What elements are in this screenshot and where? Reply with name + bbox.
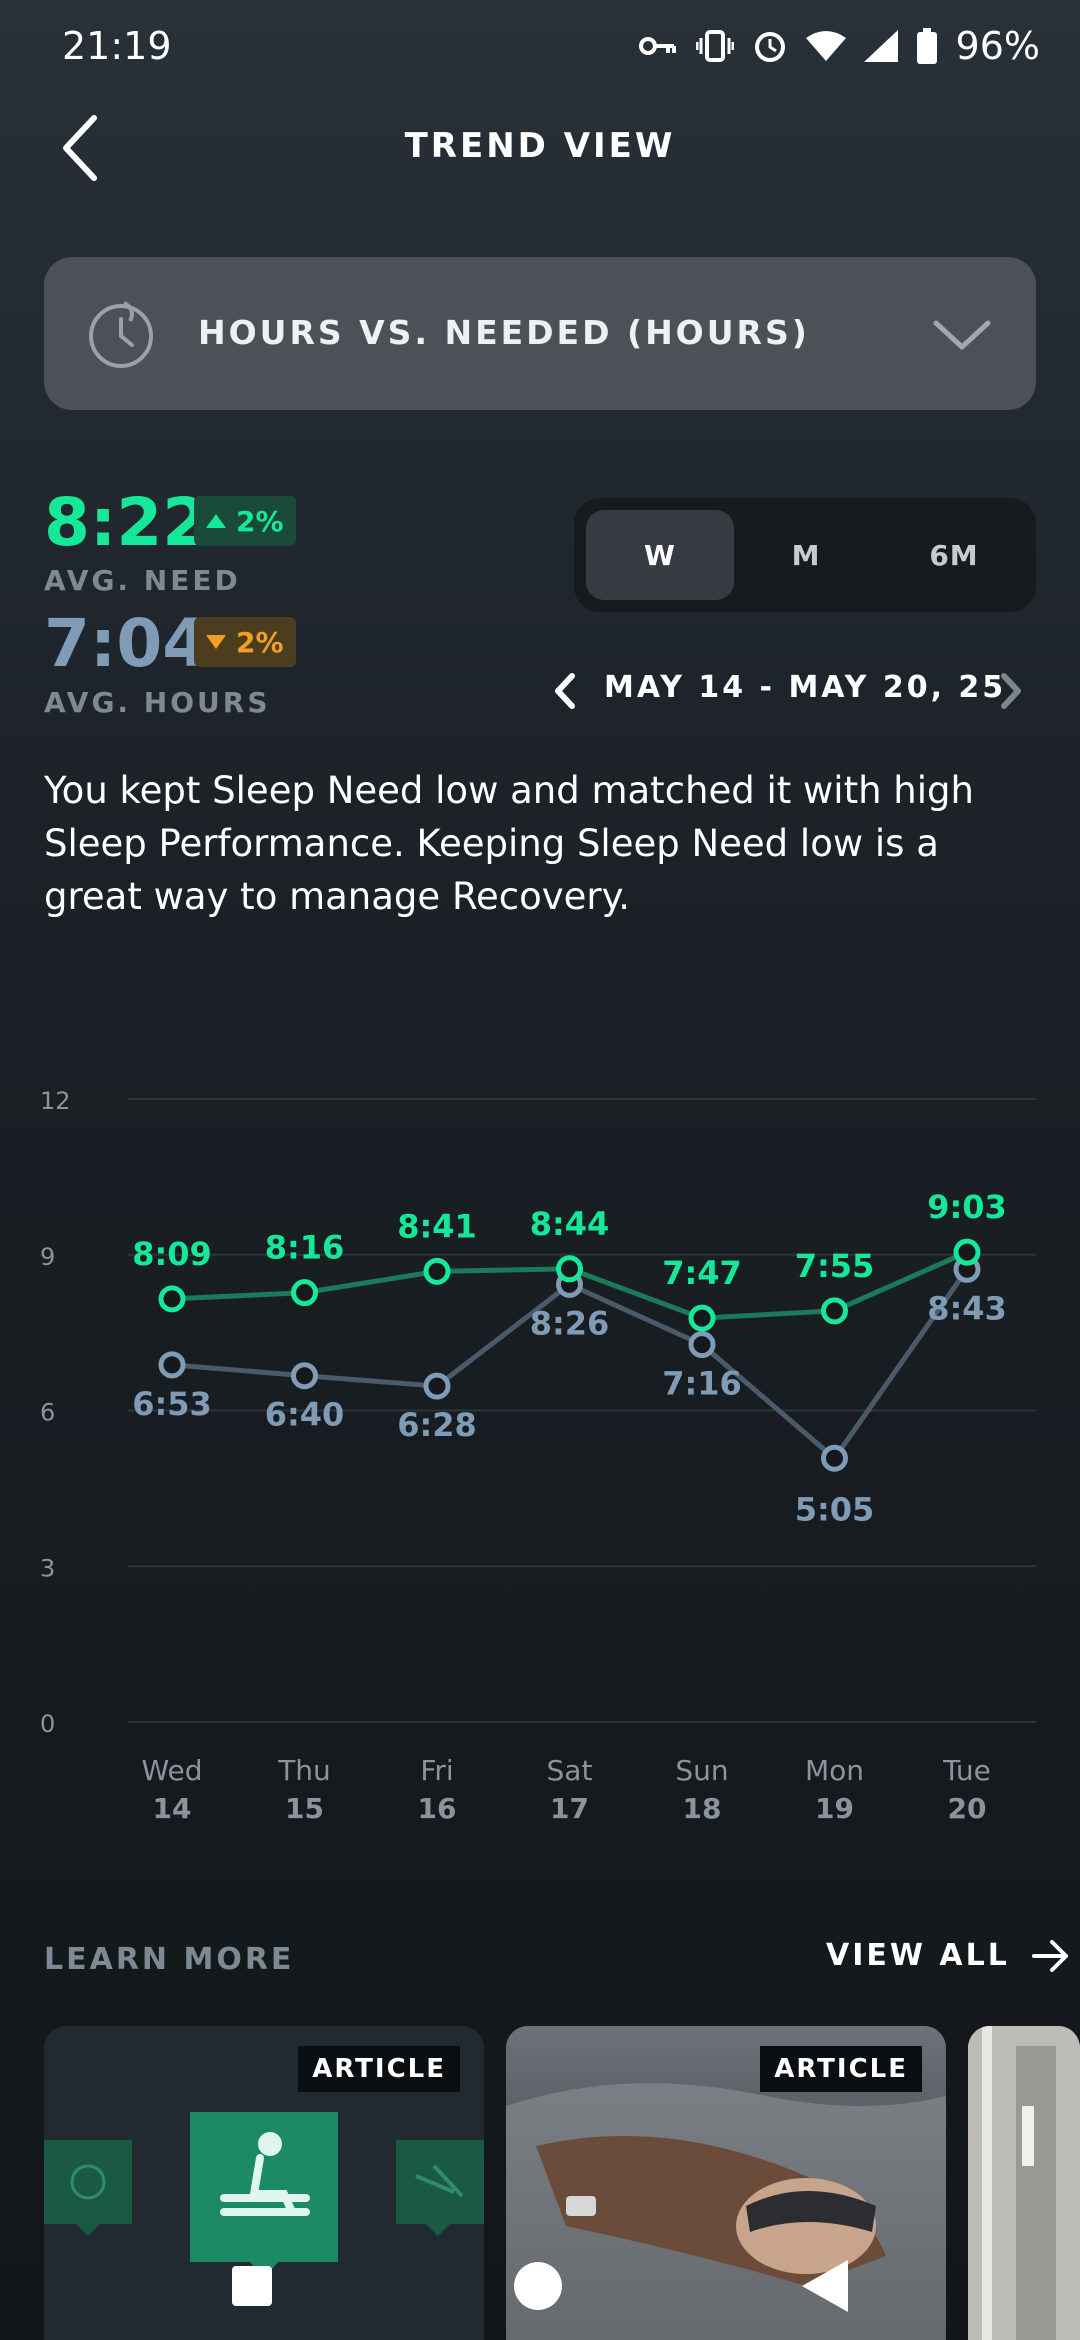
data-label-need: 8:41 [397, 1207, 477, 1245]
data-label-need: 8:44 [530, 1205, 610, 1243]
article-badge: ARTICLE [760, 2046, 922, 2092]
x-tick-date: 16 [418, 1792, 457, 1825]
sleep-clock-icon [86, 299, 156, 369]
x-tick-day: Thu [277, 1754, 331, 1787]
avg-hours-label: AVG. HOURS [44, 686, 271, 719]
trend-chart-svg: 12 9 6 3 0 Wed 14 Thu 15 Fri 16 Sat 17 Sun 18 Mon 19 Tue 2… [40, 1087, 1036, 1825]
arrow-right-icon [1031, 1939, 1068, 1972]
status-time: 21:19 [62, 24, 172, 68]
data-label-hours: 8:26 [530, 1304, 610, 1342]
x-tick-day: Mon [805, 1754, 864, 1787]
data-point-hours [688, 1331, 716, 1359]
view-all-label: VIEW ALL [826, 1938, 1010, 1973]
page-title: TREND VIEW [404, 126, 676, 166]
chevron-right-icon [1001, 673, 1021, 709]
system-navigation-bar [0, 2230, 1080, 2340]
data-label-hours: 8:43 [927, 1289, 1007, 1327]
need-change-badge: 2% [194, 496, 296, 546]
metric-selector[interactable]: HOURS VS. NEEDED (HOURS) [44, 257, 1036, 410]
article-card[interactable] [968, 2026, 1080, 2340]
sleep-positions-illustration [44, 2112, 484, 2278]
x-tick-date: 18 [683, 1792, 722, 1825]
x-tick-date: 14 [153, 1792, 192, 1825]
data-label-hours: 5:05 [795, 1490, 875, 1528]
back-button[interactable] [56, 112, 108, 184]
battery-percent: 96% [955, 24, 1040, 68]
back-nav-button[interactable] [802, 2260, 848, 2312]
period-week-button[interactable]: W [586, 510, 734, 600]
data-point-need [953, 1238, 981, 1266]
alarm-icon [752, 28, 788, 64]
article-badge: ARTICLE [298, 2046, 460, 2092]
x-tick-date: 19 [815, 1792, 854, 1825]
data-label-hours: 7:16 [662, 1365, 742, 1403]
article-card[interactable]: ARTICLE [44, 2026, 484, 2340]
vibrate-icon [695, 29, 734, 63]
y-tick-label: 6 [40, 1399, 55, 1427]
data-point-hours [423, 1372, 451, 1400]
data-label-need: 7:47 [662, 1254, 742, 1292]
x-tick-day: Tue [942, 1754, 991, 1787]
data-label-need: 9:03 [927, 1188, 1007, 1226]
data-point-need [821, 1297, 848, 1325]
data-label-hours: 6:28 [397, 1406, 477, 1444]
data-label-need: 7:55 [795, 1247, 875, 1285]
data-point-need [556, 1255, 583, 1283]
x-tick-date: 15 [285, 1792, 324, 1825]
x-tick-day: Sat [547, 1754, 593, 1787]
data-point-hours [158, 1351, 186, 1379]
date-range-label: MAY 14 - MAY 20, 25 [604, 670, 1007, 705]
x-tick-day: Sun [675, 1754, 728, 1787]
metric-selector-label: HOURS VS. NEEDED (HOURS) [198, 313, 810, 352]
view-all-button[interactable]: VIEW ALL [826, 1938, 1070, 1973]
x-tick-day: Wed [141, 1754, 202, 1787]
data-point-need [688, 1304, 716, 1332]
key-icon [638, 31, 678, 61]
avg-need-label: AVG. NEED [44, 564, 241, 597]
data-point-need [423, 1257, 451, 1285]
hours-change-badge: 2% [194, 617, 296, 667]
triangle-down-icon [206, 635, 226, 649]
data-label-need: 8:16 [265, 1229, 345, 1267]
y-tick-label: 0 [40, 1710, 55, 1738]
next-range-button[interactable] [998, 672, 1024, 710]
avg-need-value: 8:22 [44, 484, 209, 561]
chevron-down-icon [932, 315, 992, 355]
x-tick-day: Fri [420, 1754, 453, 1787]
recents-button[interactable] [232, 2266, 272, 2306]
y-tick-label: 3 [40, 1554, 55, 1582]
need-change-value: 2% [236, 504, 284, 538]
period-6month-button[interactable]: 6M [929, 538, 979, 572]
period-selector: W M 6M [574, 498, 1036, 612]
period-month-button[interactable]: M [791, 538, 821, 572]
data-point-need [158, 1285, 186, 1313]
data-point-hours [821, 1444, 848, 1472]
article-card[interactable]: ARTICLE [506, 2026, 946, 2340]
data-label-need: 8:09 [132, 1235, 212, 1273]
sleeping-woman-photo [506, 2026, 946, 2340]
chevron-left-icon [63, 115, 97, 181]
y-tick-label: 9 [40, 1243, 55, 1271]
data-point-hours [291, 1362, 318, 1390]
learn-more-heading: LEARN MORE [44, 1942, 295, 1977]
battery-icon [916, 28, 938, 64]
triangle-up-icon [206, 514, 226, 528]
data-label-hours: 6:53 [132, 1385, 212, 1423]
avg-hours-value: 7:04 [44, 605, 209, 682]
chevron-left-icon [555, 673, 575, 709]
x-tick-date: 20 [948, 1792, 987, 1825]
previous-range-button[interactable] [552, 672, 578, 710]
hours-change-value: 2% [236, 625, 284, 659]
status-icons: 96% [638, 24, 1040, 68]
data-label-hours: 6:40 [265, 1396, 345, 1434]
data-point-need [291, 1279, 318, 1307]
home-button[interactable] [514, 2262, 562, 2310]
insight-text: You kept Sleep Need low and matched it w… [44, 769, 974, 918]
article-thumbnail-image [968, 2026, 1080, 2340]
signal-icon [863, 30, 898, 62]
x-tick-date: 17 [550, 1792, 589, 1825]
wifi-icon [805, 30, 846, 62]
trend-chart: 12 9 6 3 0 Wed 14 Thu 15 Fri 16 Sat 17 Sun 18 Mon 19 Tue 2… [0, 1060, 1080, 1860]
y-tick-label: 12 [40, 1087, 71, 1115]
